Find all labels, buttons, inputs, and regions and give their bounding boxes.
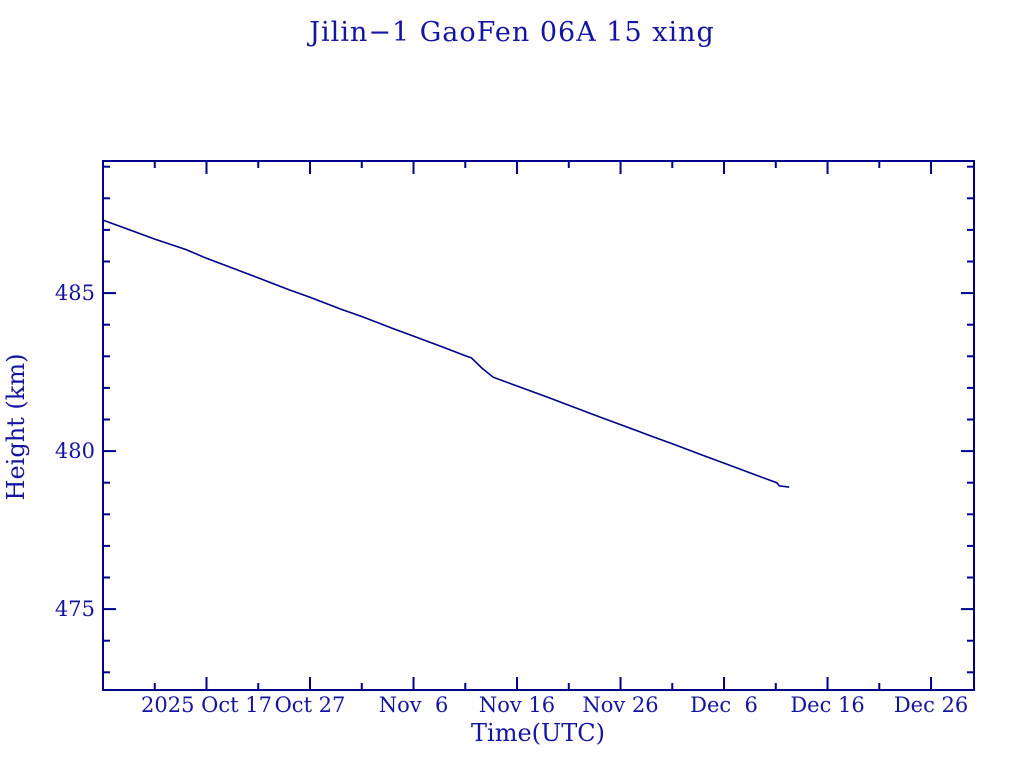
y-tick-label: 485	[55, 281, 95, 305]
x-tick-label: Oct 27	[275, 693, 346, 717]
x-tick-label: Nov 16	[479, 693, 555, 717]
x-tick-label: Nov 26	[582, 693, 658, 717]
x-tick-label: Dec 6	[690, 693, 758, 717]
x-axis-label: Time(UTC)	[471, 719, 605, 747]
x-tick-label: Dec 16	[790, 693, 864, 717]
y-axis-label: Height (km)	[2, 354, 30, 501]
axis-tick-labels: 2025 Oct 17 Oct 27 Nov 6 Nov 16 Nov 26 Dec 6 D…	[55, 281, 968, 717]
y-tick-label: 480	[55, 439, 95, 463]
x-tick-label: Dec 26	[894, 693, 968, 717]
chart-title: Jilin−1 GaoFen 06A 15 xing	[306, 17, 715, 48]
x-tick-label: 2025 Oct 17	[141, 693, 272, 717]
axis-ticks	[103, 161, 974, 690]
x-tick-label: Nov 6	[379, 693, 449, 717]
y-tick-label: 475	[55, 597, 95, 621]
plot-border	[102, 160, 975, 691]
height-series-line	[102, 219, 790, 488]
